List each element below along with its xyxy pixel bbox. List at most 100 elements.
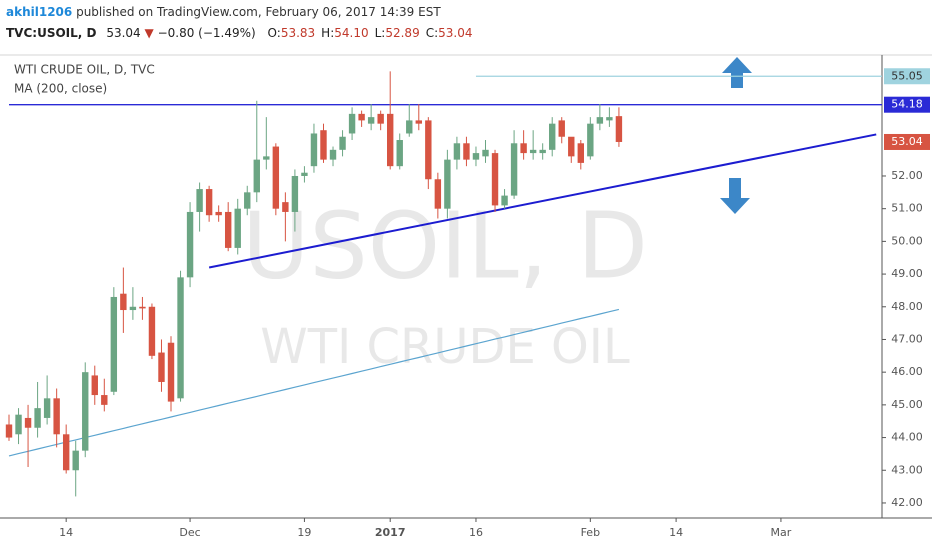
candle-body [148,306,156,356]
candle-body [15,414,22,435]
candle-body [82,372,89,451]
candle-body [358,113,365,121]
x-tick-label: Mar [771,526,792,539]
watermark: WTI CRUDE OIL [260,319,630,375]
y-tick-label: 52.00 [891,169,923,182]
legend-main: WTI CRUDE OIL, D, TVC [14,63,155,77]
candle-body [91,375,98,396]
candle-body [377,113,384,124]
candle-body [587,123,594,157]
candle-body [110,296,118,392]
ohlc-label: C: [426,26,438,40]
candle-body [215,211,222,216]
candle-body [310,133,318,167]
arrow-down [720,178,750,214]
candle-body [120,293,127,311]
x-tick-label: 16 [469,526,483,539]
trend-line [208,133,877,269]
candle-body [301,172,308,176]
candle-body [272,146,280,209]
ohlc-value: 53.04 [438,26,472,40]
price-tag-label: 55.05 [891,69,923,82]
x-tick-label: 14 [669,526,683,539]
candle-body [491,153,499,206]
symbol: TVC:USOIL, D [6,26,97,40]
candle-body [34,408,41,428]
candle-body [177,277,184,399]
ohlc-label: O: [268,26,281,40]
legend-ma: MA (200, close) [14,82,107,96]
candle-body [615,116,623,142]
candle-body [53,398,60,435]
ohlc-value: 53.83 [281,26,315,40]
price-tag [884,68,930,85]
candle-body [463,143,470,160]
down-marker: ▼ [145,26,155,40]
candle-body [43,398,51,418]
candle-body [596,117,604,124]
candle-body [396,140,403,167]
candle-body [444,159,451,209]
candle-body [387,113,394,167]
y-tick-label: 46.00 [891,365,923,378]
x-tick-label: 14 [59,526,73,539]
candle-body [434,179,442,209]
x-tick-label: Feb [581,526,600,539]
candle-body [520,143,527,154]
candle-body [167,342,175,402]
arrow-up [722,57,752,88]
candle-body [253,159,260,193]
y-tick-label: 50.00 [891,234,923,247]
candle-body [558,120,565,137]
candle-body [472,153,480,160]
candle-body [425,120,432,180]
candle-body [577,143,584,163]
watermark: USOIL, D [242,192,648,299]
candle-body [348,113,356,134]
ohlc-value: 52.89 [385,26,419,40]
last: 53.04 [106,26,140,40]
candle-body [415,120,422,124]
candle-body [282,202,289,212]
candle-body [510,143,518,196]
candle-body [406,120,413,134]
candle-body [367,117,375,124]
y-tick-label: 47.00 [891,332,923,345]
candle-body [606,117,613,121]
y-tick-label: 51.00 [891,202,923,215]
y-tick-label: 49.00 [891,267,923,280]
candle-body [568,136,575,157]
candle-body [101,395,108,405]
candle-body [224,211,232,248]
candle-body [263,156,270,160]
y-tick-label: 48.00 [891,300,923,313]
ohlc-label: H: [321,26,334,40]
ma-line [8,308,620,457]
x-tick-label: 19 [297,526,311,539]
y-tick-label: 44.00 [891,431,923,444]
price-tag-label: 53.04 [891,135,923,148]
quote-line: TVC:USOIL, D 53.04 ▼ −0.80 (−1.49%) O:53… [6,26,472,40]
candle-body [320,130,327,160]
candle-body [549,123,556,150]
header-line: akhil1206 published on TradingView.com, … [6,5,441,19]
candle-body [339,136,346,150]
candle-body [72,450,79,471]
candle-body [24,417,32,428]
candle-body [129,306,137,311]
candle-body [529,149,537,154]
y-tick-label: 42.00 [891,496,923,509]
candle-body [329,149,337,160]
candle-body [482,149,489,157]
y-tick-label: 43.00 [891,463,923,476]
candle-body [5,424,13,438]
change: −0.80 (−1.49%) [158,26,256,40]
price-tag-label: 54.18 [891,98,923,111]
candle-body [62,434,70,471]
candle-body [453,143,461,160]
ohlc-value: 54.10 [334,26,368,40]
candle-body [205,189,213,216]
y-tick-label: 45.00 [891,398,923,411]
candle-body [501,195,508,206]
